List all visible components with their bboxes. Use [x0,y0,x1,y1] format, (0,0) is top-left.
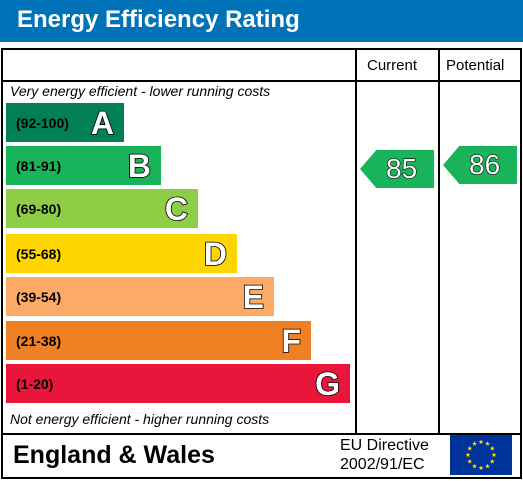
flag-star [465,452,471,458]
band-c: (69-80) C [6,189,198,228]
band-range: (21-38) [16,333,62,349]
footer: England & Wales EU Directive 2002/91/EC [1,431,522,479]
band-a: (92-100) A [6,103,124,142]
flag-star [472,463,477,469]
bottom-note: Not energy efficient - higher running co… [10,411,270,427]
flag-star [478,465,484,471]
band-b: (81-91) B [6,146,161,185]
page-title: Energy Efficiency Rating [17,6,300,33]
band-letter: D [203,235,228,273]
band-range: (92-100) [16,115,69,131]
potential-column-header: Potential [446,57,505,74]
column-divider [355,50,357,433]
title-bar: Energy Efficiency Rating [0,0,523,42]
directive-line-1: EU Directive [340,437,429,454]
band-letter: F [281,322,302,360]
directive-line-2: 2002/91/EC [340,456,425,473]
band-letter: G [314,365,340,403]
flag-star [485,463,490,469]
band-range: (69-80) [16,201,62,217]
header-divider [3,80,520,82]
country-label: England & Wales [13,441,215,469]
band-letter: C [164,190,189,228]
flag-star [478,439,484,445]
band-f: (21-38) F [6,321,311,360]
potential-rating-value: 86 [468,148,501,180]
current-rating-arrow: 85 [360,150,434,188]
rating-table: Current Potential Very energy efficient … [1,48,522,435]
band-e: (39-54) E [6,277,274,316]
flag-star [467,458,473,464]
current-rating-value: 85 [385,152,418,184]
band-d: (55-68) D [6,234,237,273]
band-letter: A [90,104,115,142]
band-range: (81-91) [16,158,62,174]
flag-star [485,441,490,446]
band-range: (55-68) [16,246,62,262]
band-range: (39-54) [16,289,62,305]
band-range: (1-20) [16,376,54,392]
top-note: Very energy efficient - lower running co… [10,83,271,99]
flag-star [491,452,497,458]
current-column-header: Current [367,57,418,74]
potential-rating-arrow: 86 [443,146,517,184]
column-divider [438,50,440,433]
flag-star [472,441,477,446]
band-letter: E [242,278,265,316]
flag-star [467,445,473,451]
eu-flag-icon [450,435,512,475]
band-g: (1-20) G [6,364,350,403]
flag-star [489,445,495,451]
band-letter: B [127,147,152,185]
flag-stars [465,439,497,471]
flag-star [489,458,495,464]
